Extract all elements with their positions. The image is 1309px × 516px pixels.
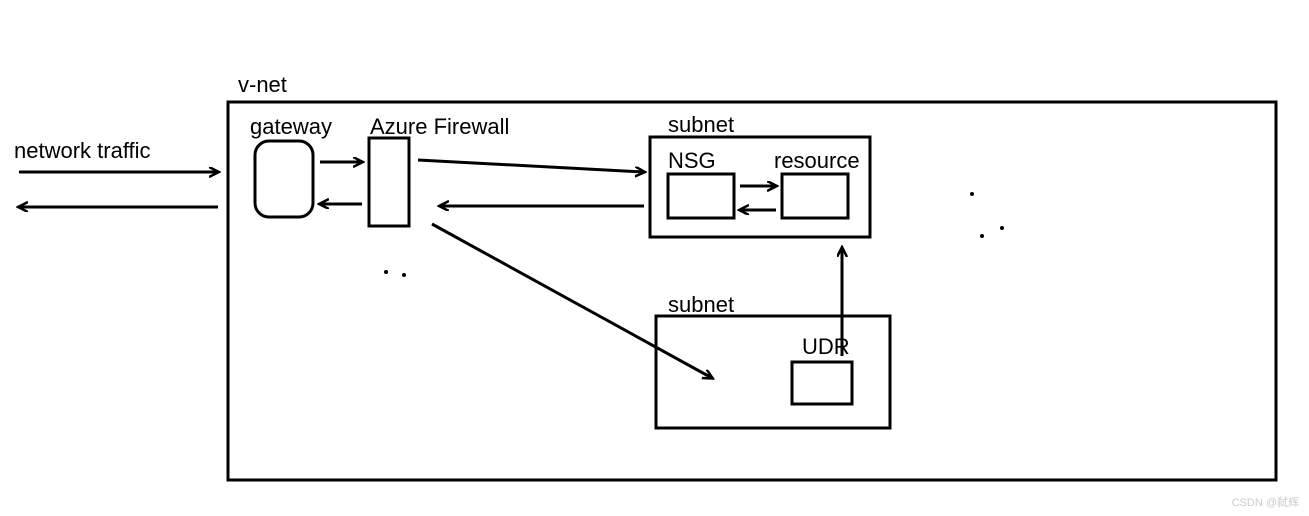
nsg-node [668, 174, 734, 218]
azure-firewall-label: Azure Firewall [370, 114, 509, 140]
vnet-box [228, 102, 1276, 480]
gateway-node [255, 141, 313, 217]
gateway-label: gateway [250, 114, 332, 140]
udr-node [792, 362, 852, 404]
watermark: CSDN @弑辉 [1232, 494, 1299, 510]
firewall-node [369, 138, 409, 226]
dot [384, 270, 388, 274]
diagram-canvas [0, 0, 1309, 516]
network-traffic-label: network traffic [14, 138, 151, 164]
subnet2-label: subnet [668, 292, 734, 318]
dot [980, 234, 984, 238]
resource-node [782, 174, 848, 218]
resource-label: resource [774, 148, 860, 174]
subnet1-label: subnet [668, 112, 734, 138]
dot [970, 192, 974, 196]
udr-label: UDR [802, 334, 850, 360]
subnet2-box [656, 316, 890, 428]
dot [1000, 226, 1004, 230]
dot [402, 273, 406, 277]
vnet-label: v-net [238, 72, 287, 98]
arrow-fw-to-sub1 [418, 160, 644, 172]
nsg-label: NSG [668, 148, 716, 174]
